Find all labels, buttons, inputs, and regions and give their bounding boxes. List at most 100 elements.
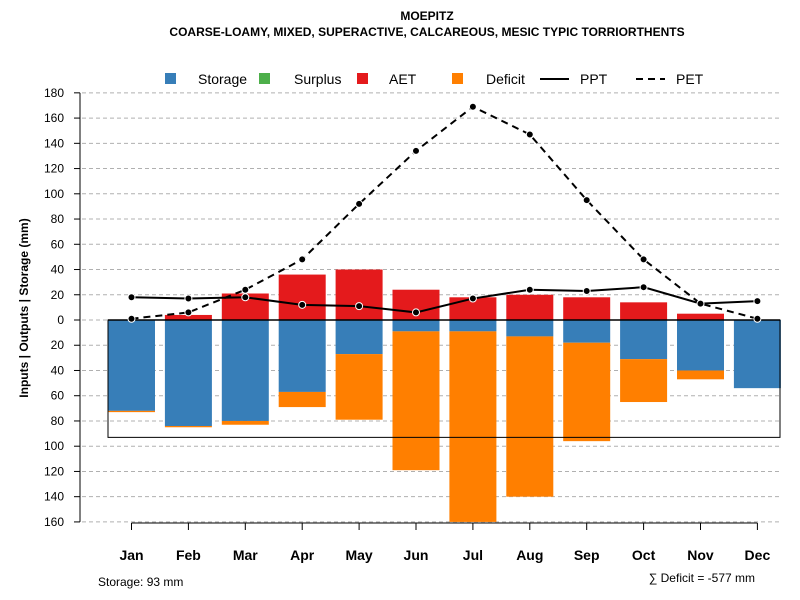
legend-label-aet: AET: [389, 71, 417, 87]
legend-label-pet: PET: [676, 71, 704, 87]
storage-bar: [164, 320, 212, 427]
legend-swatch-surplus: [259, 73, 270, 84]
aet-bar: [164, 314, 212, 320]
storage-bar: [449, 320, 497, 332]
y-tick-label: 120: [44, 464, 64, 478]
storage-bar: [620, 320, 668, 360]
deficit-bar: [108, 410, 155, 413]
y-tick-label: 80: [51, 212, 65, 226]
legend-label-deficit: Deficit: [486, 71, 525, 87]
aet-bar: [278, 274, 326, 320]
x-tick-label: Oct: [632, 547, 656, 563]
y-tick-label: 40: [51, 363, 65, 377]
y-tick-label: 60: [51, 389, 65, 403]
deficit-bar: [335, 354, 383, 420]
legend: Storage Surplus AET Deficit PPT PET: [165, 71, 704, 87]
aet-bar: [620, 302, 668, 320]
pet-line-point: [525, 130, 534, 139]
x-tick-label: May: [345, 547, 372, 563]
storage-capacity-box: [107, 319, 781, 438]
storage-bar: [278, 320, 326, 392]
y-tick-label: 100: [44, 439, 64, 453]
ppt-line-point: [298, 300, 307, 309]
aet-bar: [506, 294, 554, 320]
x-tick-label: Sep: [574, 547, 600, 563]
y-tick-label: 180: [44, 86, 64, 100]
x-axis: Jan Feb Mar Apr May Jun Jul Aug Sep Oct Nov Dec: [119, 522, 771, 563]
pet-line-point: [298, 255, 307, 264]
aet-bar: [677, 313, 724, 320]
x-tick-label: Jan: [119, 547, 143, 563]
storage-bar: [221, 320, 269, 421]
ppt-line-point: [525, 285, 534, 294]
deficit-bar: [164, 426, 212, 428]
ppt-line-point: [184, 294, 193, 303]
pet-line-point: [639, 255, 648, 264]
pet-line-point: [127, 314, 136, 323]
deficit-bar: [449, 331, 497, 522]
pet-line-point: [468, 102, 477, 111]
pet-line-point: [412, 146, 420, 155]
pet-line: [131, 105, 758, 320]
ppt-line-point: [468, 294, 477, 303]
deficit-sum-note: ∑ Deficit = -577 mm: [649, 571, 755, 585]
legend-swatch-deficit: [452, 73, 463, 84]
storage-bar: [677, 320, 724, 371]
storage-bar: [108, 320, 155, 411]
ppt-line-point: [753, 297, 762, 306]
ppt-line-point: [639, 283, 648, 292]
y-tick-label: 140: [44, 136, 64, 150]
bars: [108, 269, 781, 522]
x-tick-label: Jul: [463, 547, 483, 563]
deficit-bar: [563, 342, 611, 442]
deficit-bar: [677, 370, 724, 380]
y-tick-label: 140: [44, 490, 64, 504]
ppt-line: [131, 286, 758, 314]
ppt-line-point: [582, 286, 591, 295]
y-tick-label: 20: [51, 288, 65, 302]
pet-line-point: [355, 199, 364, 208]
deficit-bar: [221, 420, 269, 425]
x-tick-label: Mar: [233, 547, 258, 563]
storage-bar: [733, 320, 781, 389]
y-tick-label: 160: [44, 111, 64, 125]
deficit-bar: [506, 336, 554, 497]
storage-bar: [563, 320, 611, 343]
lines: [127, 102, 762, 323]
ppt-line-point: [696, 299, 705, 308]
x-tick-label: Jun: [404, 547, 429, 563]
chart-title: MOEPITZ: [400, 9, 453, 23]
storage-bar: [335, 320, 383, 355]
aet-bar: [449, 297, 497, 320]
y-tick-label: 120: [44, 162, 64, 176]
ppt-line-point: [127, 293, 136, 302]
pet-line-point: [184, 308, 193, 317]
storage-bar: [392, 320, 440, 332]
legend-swatch-aet: [357, 73, 368, 84]
y-tick-label: 80: [51, 414, 65, 428]
legend-label-storage: Storage: [198, 71, 247, 87]
y-tick-label: 0: [57, 313, 64, 327]
y-axis-label: Inputs | Outputs | Storage (mm): [17, 218, 31, 397]
x-tick-label: Apr: [290, 547, 315, 563]
x-tick-label: Feb: [176, 547, 201, 563]
x-tick-label: Nov: [687, 547, 714, 563]
x-tick-label: Dec: [745, 547, 771, 563]
ppt-line-point: [241, 293, 250, 302]
y-tick-label: 160: [44, 515, 64, 529]
storage-bar: [506, 320, 554, 337]
deficit-bar: [278, 391, 326, 408]
ppt-line-point: [412, 308, 420, 317]
x-tick-label: Aug: [516, 547, 543, 563]
deficit-bar: [392, 331, 440, 471]
ppt-line-point: [355, 302, 364, 311]
deficit-bar: [620, 359, 668, 403]
pet-line-point: [753, 314, 762, 323]
y-tick-label: 20: [51, 338, 65, 352]
legend-label-surplus: Surplus: [294, 71, 341, 87]
legend-label-ppt: PPT: [580, 71, 608, 87]
legend-swatch-storage: [165, 73, 176, 84]
storage-note: Storage: 93 mm: [98, 575, 183, 589]
chart-subtitle: COARSE-LOAMY, MIXED, SUPERACTIVE, CALCAR…: [169, 25, 684, 39]
